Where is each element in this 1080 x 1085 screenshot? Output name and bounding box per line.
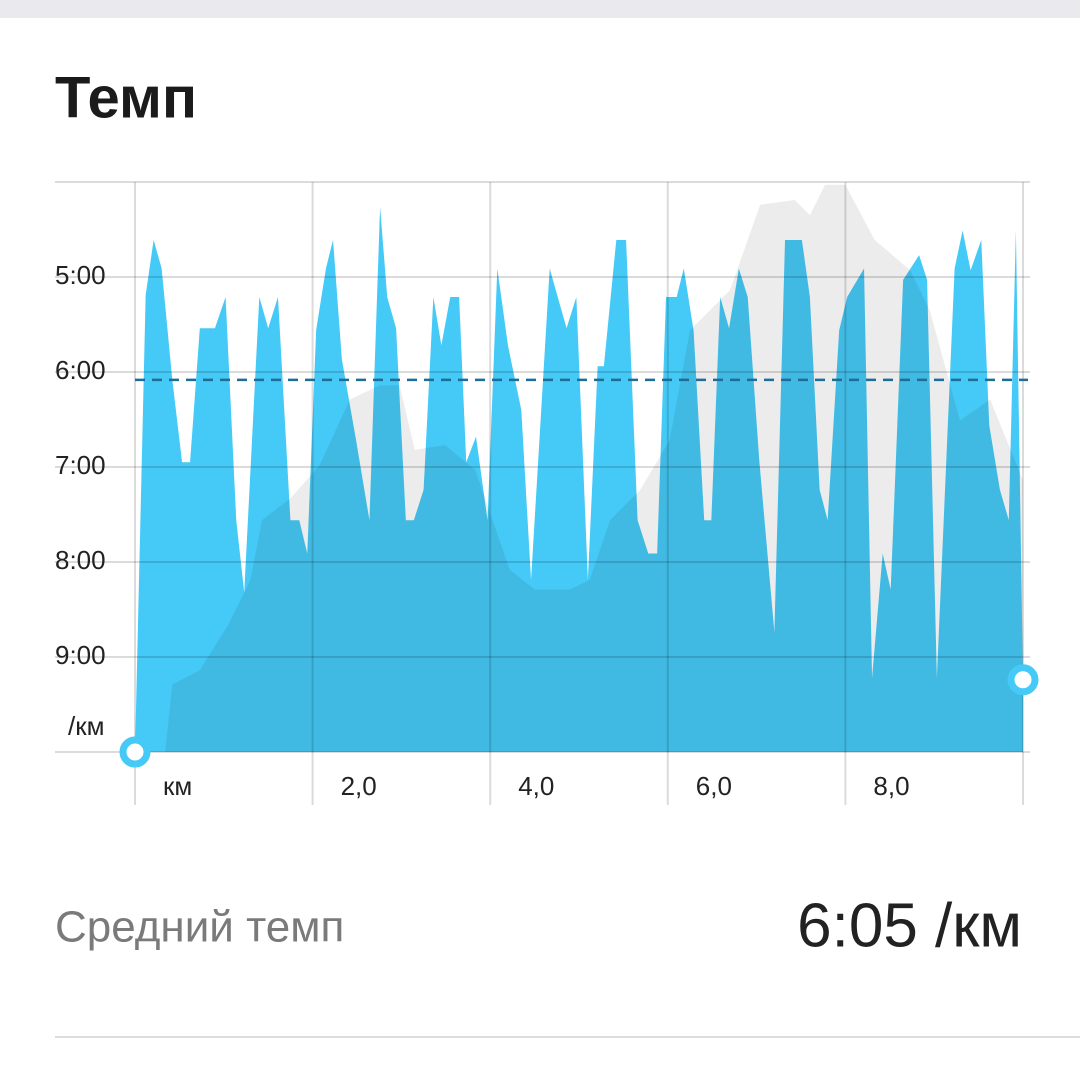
y-tick-label: 5:00 — [55, 260, 106, 290]
y-tick-label: 7:00 — [55, 450, 106, 480]
summary-value: 6:05 /км — [797, 891, 1022, 960]
end-marker — [119, 736, 151, 768]
x-tick-label: 2,0 — [341, 771, 377, 801]
end-marker — [1007, 664, 1039, 696]
y-tick-label: /км — [68, 711, 104, 741]
y-tick-label: 8:00 — [55, 545, 106, 575]
area — [135, 184, 1023, 753]
x-tick-label: км — [163, 771, 192, 801]
top-strip — [0, 0, 1080, 18]
x-tick-label: 4,0 — [518, 771, 554, 801]
chart-title: Темп — [55, 65, 197, 130]
x-tick-label: 6,0 — [696, 771, 732, 801]
x-tick-label: 8,0 — [873, 771, 909, 801]
y-tick-label: 9:00 — [55, 640, 106, 670]
summary-name: Средний темп — [55, 903, 344, 952]
y-tick-label: 6:00 — [55, 355, 106, 385]
plot: 5:00 6:00 7:00 8:00 9:00/км км 2,0 4,0 6,0 8,0 — [55, 181, 1039, 805]
